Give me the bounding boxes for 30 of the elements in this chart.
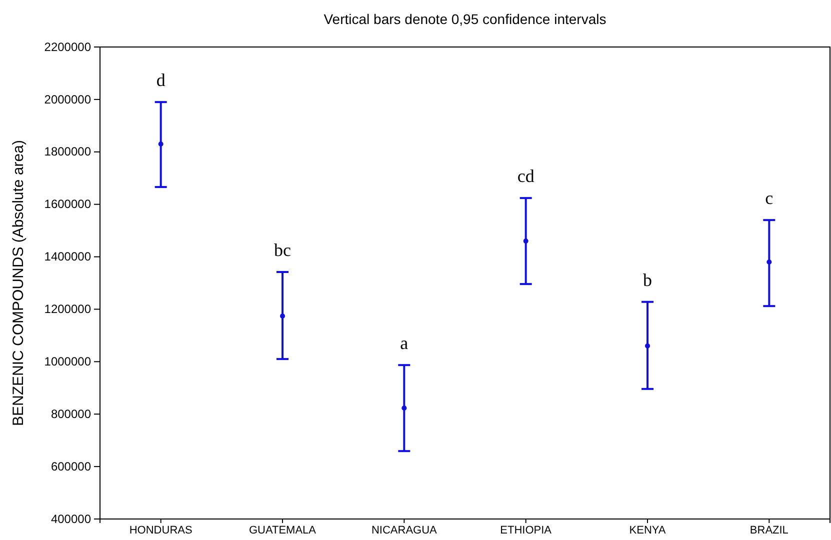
x-tick-label: NICARAGUA bbox=[371, 524, 438, 536]
y-tick-label: 1600000 bbox=[44, 197, 92, 212]
annotation: a bbox=[400, 333, 408, 354]
x-tick-label: HONDURAS bbox=[129, 524, 192, 536]
y-tick-label: 2200000 bbox=[44, 40, 92, 54]
x-tick-label: ETHIOPIA bbox=[500, 524, 552, 536]
y-tick-label: 1800000 bbox=[44, 144, 92, 159]
annotation: d bbox=[156, 70, 166, 90]
y-tick-label: 600000 bbox=[50, 459, 92, 474]
point bbox=[644, 343, 650, 348]
point bbox=[523, 238, 528, 244]
annotation: b bbox=[643, 270, 652, 290]
y-tick-label: 800000 bbox=[50, 406, 92, 421]
point bbox=[766, 260, 772, 265]
y-tick-label: 1400000 bbox=[44, 250, 92, 264]
x-tick-label: GUATEMALA bbox=[248, 524, 317, 536]
y-tick-label: 1000000 bbox=[44, 354, 92, 369]
point bbox=[158, 142, 164, 147]
y-tick-label: 2000000 bbox=[44, 92, 92, 106]
y-tick-label: 1200000 bbox=[44, 302, 92, 316]
y-tick-label: 400000 bbox=[50, 512, 92, 526]
y-axis-title: BENZENIC COMPOUNDS (Absolute area) bbox=[10, 140, 27, 426]
annotation: c bbox=[765, 188, 774, 208]
point bbox=[280, 314, 286, 319]
chart-title: Vertical bars denote 0,95 confidence intervals bbox=[324, 11, 606, 27]
x-tick-label: KENYA bbox=[629, 524, 666, 536]
point bbox=[402, 406, 407, 411]
annotation: bc bbox=[274, 240, 291, 260]
annotation: cd bbox=[517, 166, 534, 186]
x-tick-label: BRAZIL bbox=[750, 524, 788, 536]
